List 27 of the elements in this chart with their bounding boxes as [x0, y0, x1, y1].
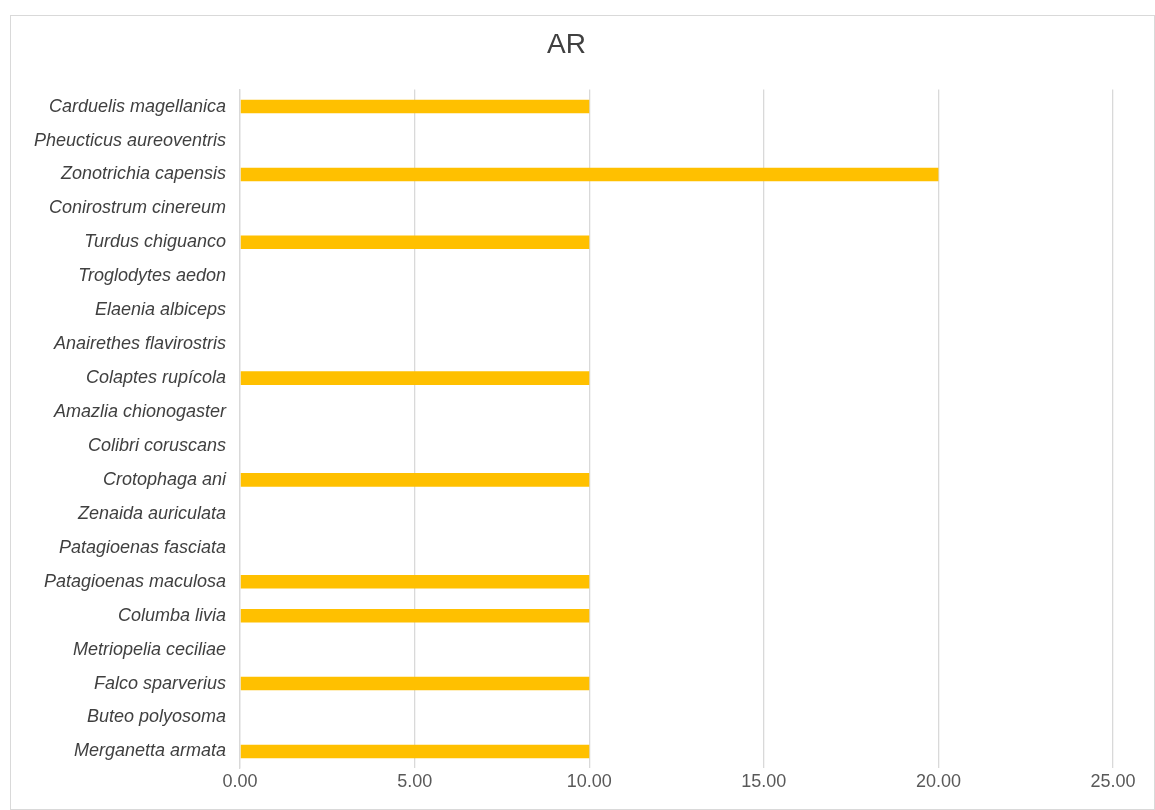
y-tick-label: Colaptes rupícola: [86, 367, 227, 388]
x-tick-label: 10.00: [566, 771, 612, 792]
x-tick-label: 0.00: [222, 771, 258, 792]
y-tick-label: Carduelis magellanica: [49, 95, 227, 116]
y-tick-label: Patagioenas fasciata: [58, 536, 227, 557]
y-tick-label: Anairethes flavirostris: [53, 333, 227, 354]
y-tick-label: Falco sparverius: [94, 672, 227, 693]
x-tick-label: 15.00: [741, 771, 787, 792]
y-tick-label: Merganetta armata: [74, 740, 227, 761]
x-tick-label: 5.00: [397, 771, 433, 792]
chart-title: AR: [547, 27, 586, 59]
y-tick-label: Crotophaga ani: [103, 468, 228, 489]
y-tick-label: Zonotrichia capensis: [60, 163, 227, 184]
y-tick-label: Columba livia: [118, 604, 227, 625]
y-tick-label: Amazlia chionogaster: [53, 401, 228, 422]
x-tick-label: 25.00: [1090, 771, 1136, 792]
y-tick-label: Colibri coruscans: [88, 434, 227, 455]
y-tick-label: Zenaida auriculata: [76, 502, 227, 523]
y-tick-label: Turdus chiguanco: [84, 231, 227, 252]
y-tick-label: Patagioenas maculosa: [43, 570, 227, 591]
y-tick-label: Troglodytes aedon: [78, 265, 227, 286]
y-tick-label: Buteo polyosoma: [87, 706, 227, 727]
y-tick-label: Metriopelia ceciliae: [73, 638, 227, 659]
x-tick-label: 20.00: [915, 771, 961, 792]
y-tick-label: Conirostrum cinereum: [49, 197, 227, 218]
y-tick-label: Elaenia albiceps: [95, 299, 227, 320]
y-tick-label: Pheucticus aureoventris: [33, 129, 227, 150]
